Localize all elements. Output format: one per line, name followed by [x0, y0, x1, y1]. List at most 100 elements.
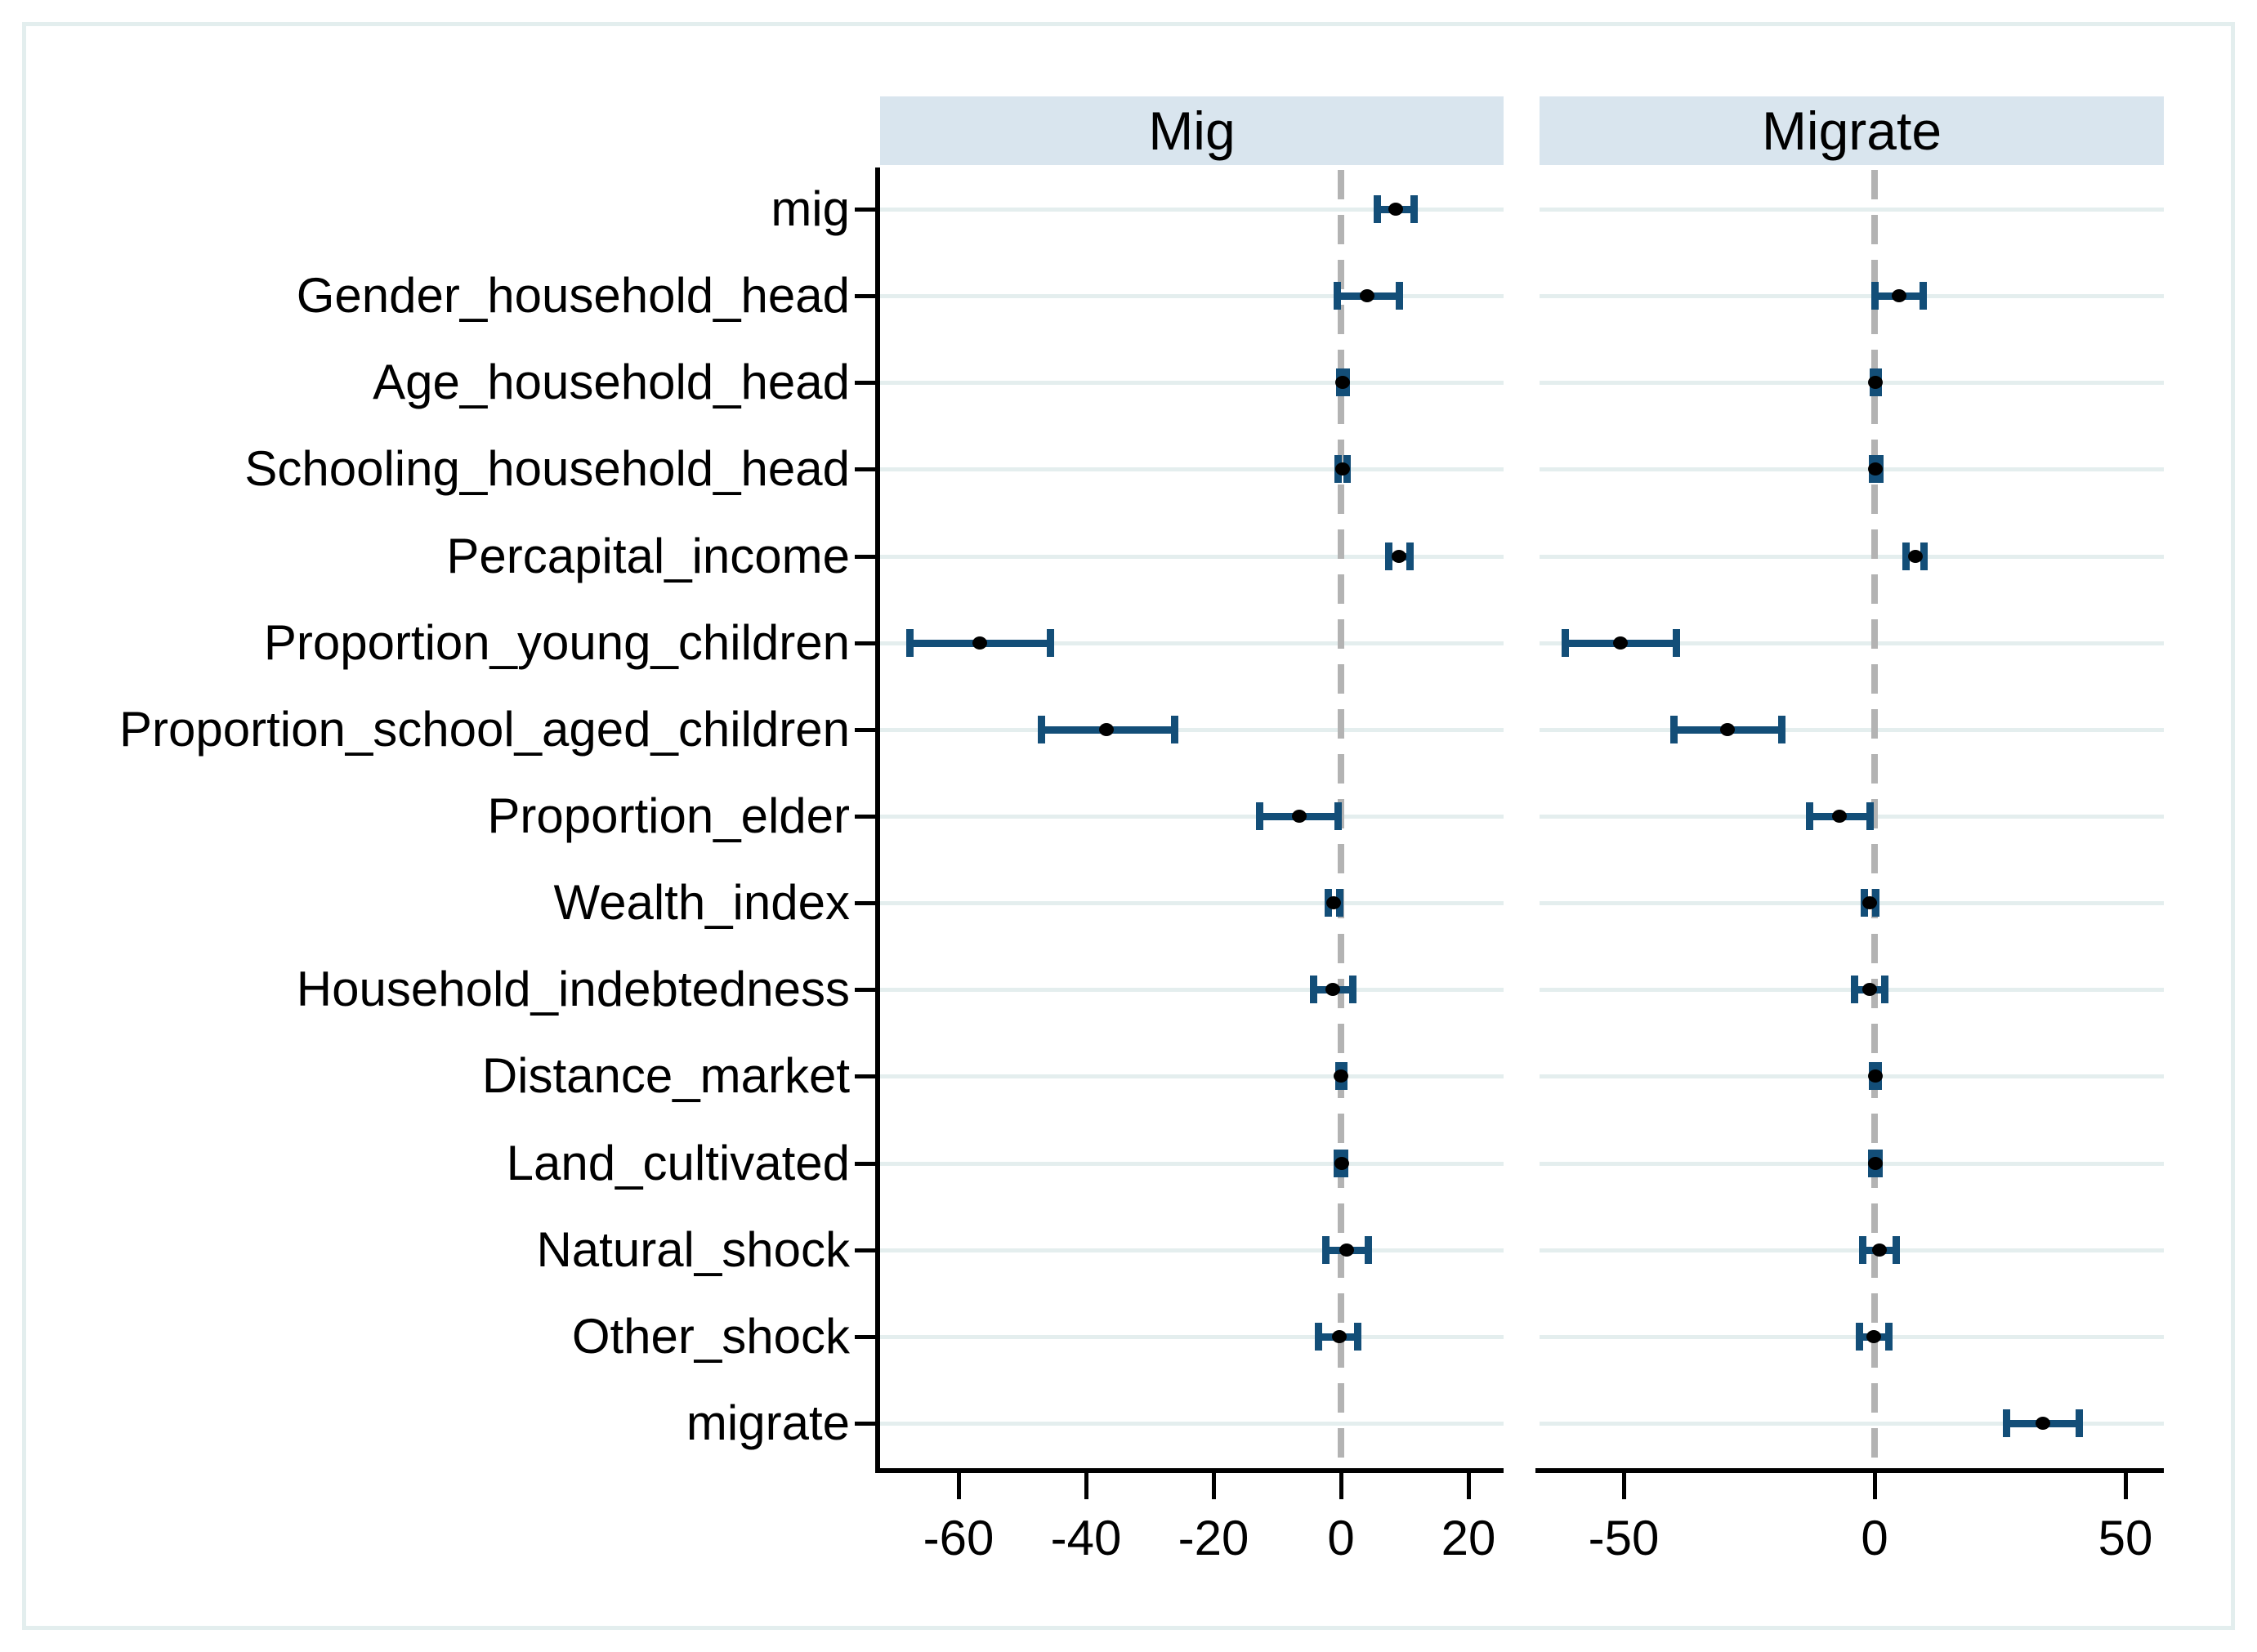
y-axis-tick: [855, 1074, 879, 1079]
point-estimate-marker: [1334, 462, 1350, 476]
ci-cap-high: [1349, 976, 1357, 1004]
point-estimate-marker: [1098, 722, 1114, 736]
gridline: [880, 208, 1504, 212]
x-axis-tick: [1467, 1473, 1471, 1499]
ci-cap-low: [1384, 542, 1392, 570]
panel-header-migrate: Migrate: [1540, 96, 2164, 165]
x-axis-tick-label: 0: [1327, 1511, 1355, 1565]
ci-cap-low: [1562, 628, 1570, 657]
y-axis-tick: [855, 727, 879, 732]
gridline: [1540, 727, 2164, 732]
ci-cap-low: [1314, 1322, 1322, 1351]
ci-cap-high: [1919, 282, 1927, 310]
row-label: Wealth_index: [553, 875, 850, 931]
ci-cap-high: [1395, 282, 1403, 310]
zero-reference-line: [1871, 170, 1878, 1468]
row-label: Proportion_young_children: [263, 614, 850, 670]
row-label: mig: [771, 181, 850, 236]
y-axis-tick: [855, 467, 879, 472]
point-estimate-marker: [1861, 896, 1877, 910]
gridline: [1540, 208, 2164, 212]
gridline: [880, 1074, 1504, 1079]
row-label: Natural_shock: [536, 1221, 850, 1277]
y-axis-tick: [855, 1421, 879, 1426]
point-estimate-marker: [1868, 462, 1884, 476]
ci-cap-high: [1354, 1322, 1362, 1351]
y-axis-tick: [855, 901, 879, 906]
y-axis-tick: [855, 1248, 879, 1252]
row-label: Percapital_income: [446, 528, 850, 583]
point-estimate-marker: [1867, 1069, 1883, 1083]
ci-cap-low: [2002, 1409, 2010, 1437]
ci-cap-high: [1881, 976, 1889, 1004]
x-axis-tick-label: 50: [2098, 1511, 2153, 1565]
gridline: [880, 641, 1504, 645]
x-axis-tick: [1084, 1473, 1088, 1499]
point-estimate-marker: [1720, 722, 1736, 736]
ci-cap-low: [1373, 195, 1381, 223]
x-axis-tick-label: -60: [923, 1511, 994, 1565]
gridline: [880, 1248, 1504, 1252]
ci-cap-high: [1334, 801, 1343, 830]
ci-cap-high: [1364, 1235, 1372, 1264]
gridline: [1540, 1334, 2164, 1339]
ci-cap-high: [1885, 1322, 1893, 1351]
gridline: [1540, 1421, 2164, 1426]
ci-cap-low: [1256, 801, 1264, 830]
point-estimate-marker: [1612, 636, 1628, 650]
ci-cap-low: [1309, 976, 1317, 1004]
x-axis-tick: [1622, 1473, 1626, 1499]
row-label: Distance_market: [481, 1048, 850, 1104]
x-axis-tick: [2124, 1473, 2128, 1499]
ci-cap-low: [1850, 976, 1858, 1004]
ci-cap-high: [2075, 1409, 2083, 1437]
x-axis-tick-label: -40: [1050, 1511, 1122, 1565]
gridline: [1540, 554, 2164, 559]
y-axis-tick: [855, 381, 879, 386]
point-estimate-marker: [1325, 983, 1340, 997]
y-axis-tick: [855, 554, 879, 559]
ci-cap-low: [1806, 801, 1814, 830]
ci-cap-high: [1672, 628, 1680, 657]
ci-cap-low: [1902, 542, 1911, 570]
x-axis-line: [1535, 1468, 2164, 1473]
ci-cap-low: [1855, 1322, 1863, 1351]
point-estimate-marker: [1339, 1243, 1355, 1257]
ci-cap-low: [1322, 1235, 1330, 1264]
y-axis-tick: [855, 294, 879, 299]
row-label: migrate: [686, 1395, 850, 1450]
figure-border: [22, 22, 2235, 1630]
ci-cap-high: [1406, 542, 1415, 570]
gridline: [1540, 1161, 2164, 1166]
point-estimate-marker: [1334, 376, 1350, 390]
point-estimate-marker: [2035, 1416, 2050, 1430]
point-estimate-marker: [1866, 1329, 1882, 1343]
ci-cap-low: [1037, 715, 1045, 743]
gridline: [1540, 381, 2164, 386]
y-axis-line: [875, 167, 880, 1473]
point-estimate-marker: [1391, 549, 1406, 563]
gridline: [880, 901, 1504, 906]
ci-cap-high: [1047, 628, 1055, 657]
row-label: Schooling_household_head: [244, 441, 850, 497]
point-estimate-marker: [1871, 1243, 1887, 1257]
x-axis-tick-label: 0: [1861, 1511, 1888, 1565]
gridline: [880, 554, 1504, 559]
gridline: [1540, 1248, 2164, 1252]
point-estimate-marker: [1359, 289, 1374, 303]
ci-cap-low: [1859, 1235, 1867, 1264]
panel-header-mig: Mig: [880, 96, 1504, 165]
gridline: [880, 294, 1504, 299]
point-estimate-marker: [1325, 896, 1341, 910]
ci-cap-high: [1892, 1235, 1900, 1264]
gridline: [1540, 467, 2164, 472]
point-estimate-marker: [1331, 1329, 1347, 1343]
ci-cap-high: [1410, 195, 1418, 223]
y-axis-tick: [855, 1161, 879, 1166]
row-label: Other_shock: [571, 1308, 850, 1364]
point-estimate-marker: [1867, 1156, 1883, 1170]
gridline: [880, 1421, 1504, 1426]
x-axis-tick: [1212, 1473, 1216, 1499]
gridline: [880, 381, 1504, 386]
